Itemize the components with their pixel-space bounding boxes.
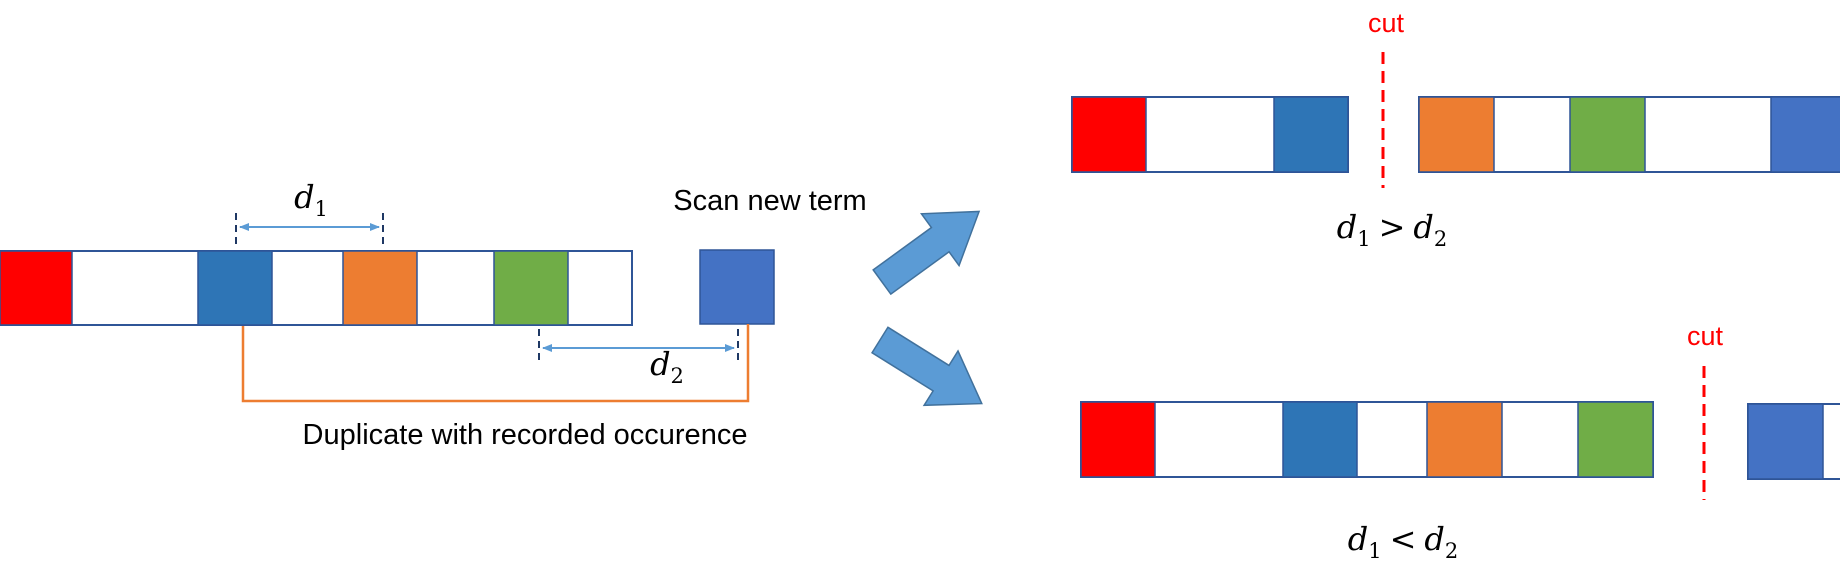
d1-label: d1 <box>294 178 328 221</box>
bottom-relation-label: d1 < d2 <box>1348 520 1459 563</box>
bottom-lightblue-term-block <box>1747 403 1824 480</box>
orange-term-block <box>342 250 418 326</box>
d1-dimension: d1 <box>235 178 384 246</box>
top-orange-term-block <box>1418 96 1495 173</box>
branch-arrow-down <box>871 326 983 407</box>
new-term-block <box>699 249 775 325</box>
top-red-term-block <box>1071 96 1147 173</box>
red-term-block <box>0 250 73 326</box>
top-result: cut d1 > d2 <box>1071 8 1840 251</box>
bottom-red-term-block <box>1080 401 1156 478</box>
d2-label: d2 <box>650 345 684 388</box>
top-green-term-block <box>1569 96 1646 173</box>
duplicate-label: Duplicate with recorded occurence <box>303 419 748 451</box>
top-lightblue-term-block <box>1770 96 1840 173</box>
d2-dimension: d2 <box>538 329 739 388</box>
bottom-orange-term-block <box>1426 401 1503 478</box>
bottom-green-term-block <box>1577 401 1654 478</box>
bottom-darkblue-term-block <box>1282 401 1358 478</box>
darkblue-term-block <box>197 250 273 326</box>
bottom-left-segment <box>1080 401 1654 478</box>
top-darkblue-term-block <box>1273 96 1349 173</box>
top-relation-label: d1 > d2 <box>1337 208 1448 251</box>
top-cut-label: cut <box>1368 8 1405 38</box>
original-sequence <box>0 250 633 326</box>
green-term-block <box>493 250 569 326</box>
branch-arrow-up <box>872 210 981 296</box>
bottom-cut-label: cut <box>1687 321 1724 351</box>
bottom-result: cut d1 < d2 <box>1080 321 1840 563</box>
duplicate-link-connector <box>241 324 750 403</box>
scan-new-term-label: Scan new term <box>673 185 866 217</box>
